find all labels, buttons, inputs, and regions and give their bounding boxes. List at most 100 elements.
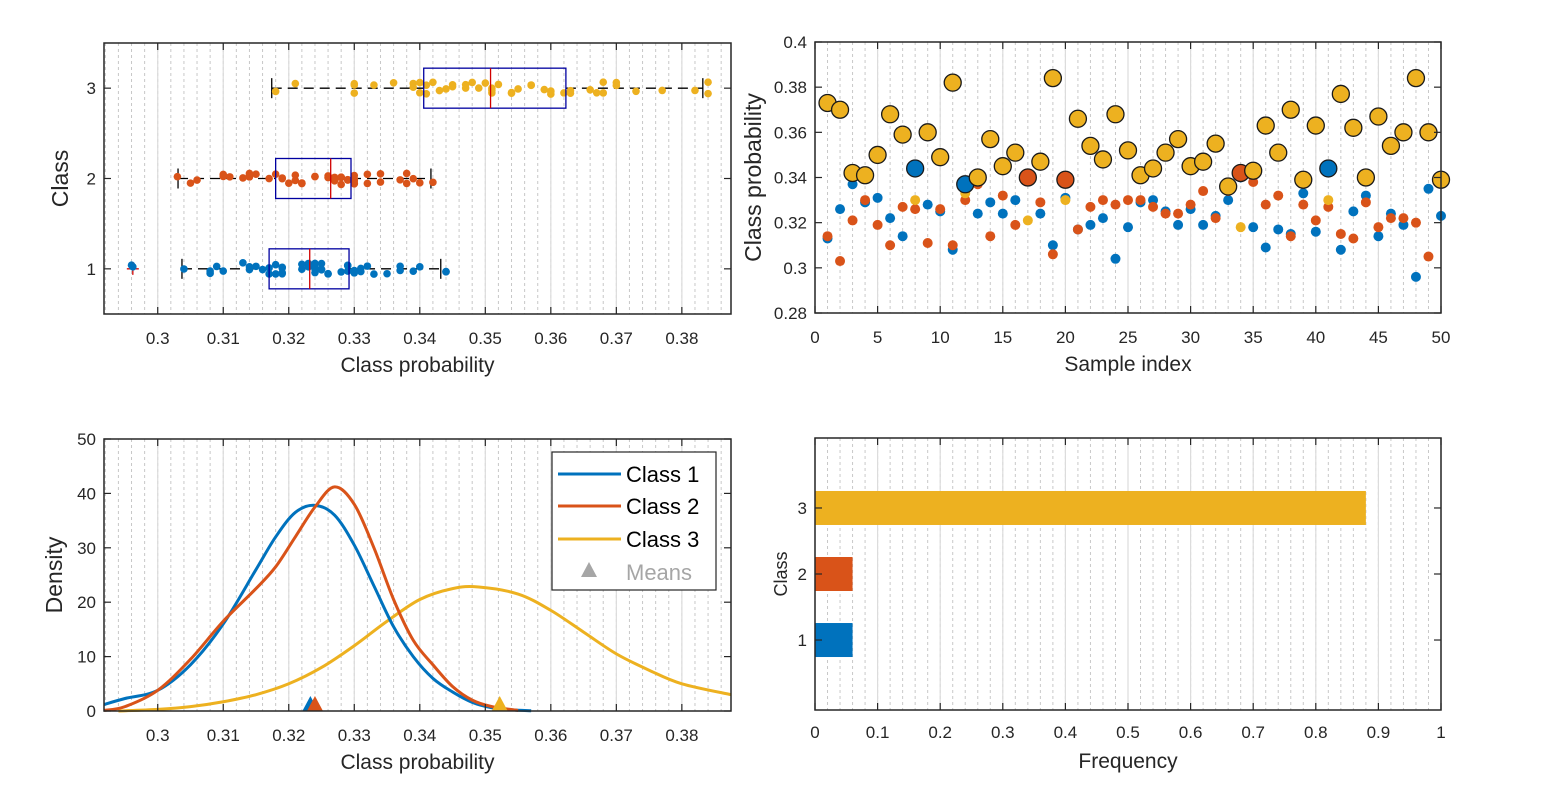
x-axis-label: Class probability — [340, 751, 495, 774]
class-2-point — [1373, 222, 1384, 233]
predicted-class-3-marker — [1219, 177, 1238, 196]
class-2-point — [278, 174, 287, 182]
y-tick-label: 50 — [77, 430, 96, 449]
class-2-point — [1410, 217, 1421, 228]
predicted-class-3-marker — [880, 105, 900, 124]
x-tick-label: 10 — [931, 328, 950, 347]
class-3-point — [350, 89, 359, 97]
legend-label-means: Means — [626, 560, 692, 585]
class-2-point — [363, 179, 372, 188]
class-1-point — [1273, 224, 1284, 235]
predicted-class-3-marker — [1156, 143, 1175, 162]
class-1-point — [311, 265, 319, 273]
class-3-point — [468, 78, 477, 87]
y-tick-label: 0.36 — [774, 123, 807, 142]
predicted-class-3-marker — [1168, 129, 1188, 149]
class-1-point — [317, 259, 326, 268]
predicted-class-3-marker — [1331, 84, 1350, 104]
class-2-point — [985, 231, 996, 242]
class-1-point — [271, 270, 280, 278]
predicted-class-3-marker — [1193, 152, 1213, 171]
class-1-point — [350, 269, 359, 277]
x-tick-label: 45 — [1369, 328, 1388, 347]
y-axis-label: Class — [771, 551, 791, 596]
class-3-point — [494, 80, 503, 89]
class-2-point — [1135, 195, 1146, 206]
class-2-point — [1210, 213, 1221, 224]
class-3-point — [461, 80, 470, 89]
class-1-point — [922, 199, 933, 210]
predicted-class-3-marker — [1081, 136, 1100, 156]
class-2-point — [1198, 186, 1209, 197]
class-2-point — [1010, 219, 1021, 230]
x-tick-label: 0.36 — [534, 329, 567, 348]
box — [423, 67, 567, 109]
class-2-point — [193, 176, 201, 184]
predicted-class-3-marker — [868, 145, 887, 165]
class-1-point — [1047, 240, 1058, 251]
class-2-point — [947, 240, 958, 251]
class-2-point — [822, 231, 833, 242]
axes-frame — [103, 438, 732, 712]
class-3-point — [691, 86, 699, 95]
class-2-point — [1148, 201, 1159, 212]
class-2-point — [860, 195, 871, 206]
x-tick-label: 0.3 — [146, 329, 170, 348]
predicted-class-3-marker — [1281, 100, 1300, 119]
class-2-point — [1047, 249, 1058, 260]
class-3-point — [1235, 222, 1246, 233]
x-tick-label: 0 — [810, 723, 819, 742]
x-tick-label: 0.36 — [534, 726, 567, 745]
class-2-point — [291, 176, 300, 185]
predicted-class-3-marker — [993, 157, 1012, 176]
y-tick-label: 0.3 — [783, 259, 807, 278]
class-3-point — [658, 86, 667, 95]
predicted-class-1-marker — [906, 159, 925, 178]
class-1-point — [972, 208, 983, 219]
class-2-point — [1185, 199, 1196, 210]
predicted-class-3-marker — [1106, 105, 1125, 124]
class-1-point — [383, 269, 391, 278]
predicted-class-3-marker — [1206, 134, 1225, 153]
class-2-point — [1123, 195, 1133, 206]
predicted-class-3-marker — [1381, 136, 1401, 156]
mean-marker-class-2 — [306, 696, 323, 711]
predicted-class-3-marker — [1394, 123, 1413, 142]
class-1-point — [324, 269, 332, 278]
predicted-class-2-marker — [1018, 168, 1037, 187]
predicted-class-3-marker — [830, 100, 850, 119]
class-2-point — [1110, 199, 1121, 210]
class-1-point — [1410, 271, 1421, 282]
x-tick-label: 0.31 — [207, 329, 240, 348]
class-2-point — [324, 173, 332, 182]
class-2-point — [343, 175, 352, 184]
class-1-point — [1373, 231, 1384, 242]
class-2-point — [298, 179, 306, 187]
x-tick-label: 0.37 — [600, 329, 633, 348]
class-1-point — [1198, 219, 1209, 230]
y-axis-label: Class — [47, 150, 73, 208]
x-tick-label: 0.3 — [991, 723, 1015, 742]
class-3-point — [1323, 195, 1334, 206]
class-1-point — [278, 269, 287, 278]
predicted-class-3-marker — [1256, 116, 1275, 135]
class-3-point — [429, 78, 437, 87]
class-2-point — [997, 190, 1008, 201]
class-1-point — [252, 262, 260, 271]
class-1-point — [442, 267, 450, 276]
y-axis-label: Class probability — [740, 93, 766, 262]
class-3-point — [442, 85, 450, 93]
class-2-point — [872, 219, 883, 230]
class-1-point — [997, 208, 1008, 219]
x-tick-label: 0.35 — [469, 329, 502, 348]
class-3-point — [291, 79, 300, 88]
predicted-class-3-marker — [1344, 118, 1363, 137]
class-2-point — [363, 170, 372, 179]
class-2-point — [885, 240, 896, 251]
class-2-point — [409, 174, 418, 183]
y-tick-label: 10 — [77, 648, 96, 667]
class-2-point — [245, 169, 254, 178]
predicted-class-3-marker — [1244, 161, 1263, 180]
y-tick-label: 0.34 — [774, 169, 807, 188]
class-2-point — [330, 176, 339, 184]
